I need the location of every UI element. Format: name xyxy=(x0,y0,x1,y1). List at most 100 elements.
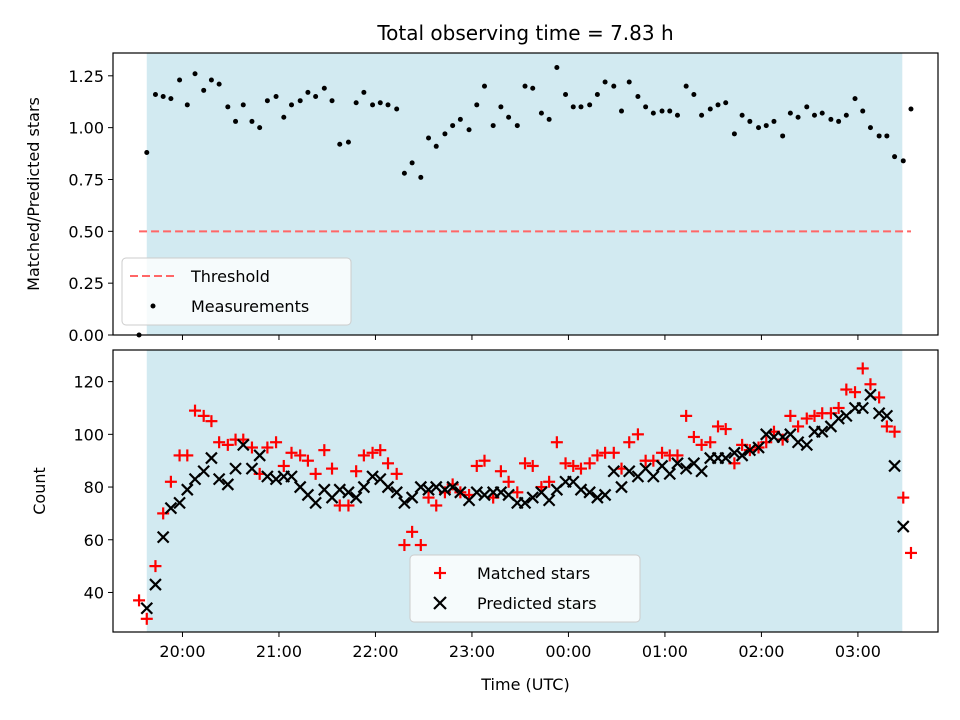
measurement-point xyxy=(144,150,150,156)
bottom-y-tick-label: 40 xyxy=(84,583,104,602)
measurement-point xyxy=(867,125,873,131)
bottom-panel: 40 60 80 100 120 20:00 21:00 22:00 23:00 00:00 01… xyxy=(30,349,939,694)
predicted-star-marker xyxy=(357,480,371,494)
predicted-star-marker xyxy=(864,388,877,402)
bottom-legend: Matched stars Predicted stars xyxy=(409,554,641,623)
predicted-star-marker xyxy=(719,451,732,465)
predicted-star-marker xyxy=(438,483,452,496)
measurement-point xyxy=(747,118,753,124)
measurement-point xyxy=(683,83,689,89)
matched-star-marker xyxy=(318,444,331,457)
matched-star-marker xyxy=(864,378,877,391)
predicted-star-marker xyxy=(422,483,435,496)
measurement-point xyxy=(723,100,729,106)
top-y-tick-label: 1.25 xyxy=(68,67,104,86)
measurement-point xyxy=(345,139,351,145)
matched-star-marker xyxy=(904,546,917,559)
predicted-star-marker xyxy=(197,464,210,478)
measurement-point xyxy=(201,87,207,93)
matched-star-marker xyxy=(559,457,572,470)
matched-star-marker xyxy=(309,467,322,480)
measurement-point xyxy=(426,135,432,141)
bottom-y-tick-label: 100 xyxy=(73,425,104,444)
predicted-legend-label: Predicted stars xyxy=(477,594,597,613)
predicted-star-marker xyxy=(349,491,363,504)
predicted-star-marker xyxy=(342,486,355,499)
matched-star-marker xyxy=(382,457,394,470)
measurement-point xyxy=(667,108,673,114)
measurement-point xyxy=(587,102,593,108)
measurement-point xyxy=(249,118,255,124)
bottom-x-axis-label: Time (UTC) xyxy=(480,675,569,694)
predicted-star-marker xyxy=(269,472,283,486)
measurement-point xyxy=(900,158,906,164)
threshold-legend-label: Threshold xyxy=(190,267,270,286)
measurement-point xyxy=(273,94,279,100)
bottom-y-ticks: 40 60 80 100 120 xyxy=(73,373,113,602)
measurement-point xyxy=(257,125,263,131)
measurement-point xyxy=(771,118,777,124)
matched-star-marker xyxy=(849,386,862,399)
measurement-point xyxy=(353,100,359,106)
bottom-y-tick-label: 60 xyxy=(84,531,104,550)
matched-star-marker xyxy=(543,475,556,488)
matched-star-marker xyxy=(840,383,853,396)
bottom-axes-frame xyxy=(112,349,939,633)
matched-star-marker xyxy=(574,462,587,475)
predicted-star-marker xyxy=(149,578,162,591)
predicted-star-marker xyxy=(647,470,660,483)
predicted-star-marker xyxy=(679,462,693,475)
matched-star-marker xyxy=(526,459,539,472)
matched-star-marker xyxy=(414,539,427,552)
measurement-point xyxy=(650,110,656,116)
predicted-star-marker xyxy=(896,520,910,533)
matched-star-marker xyxy=(784,409,797,422)
predicted-star-marker xyxy=(583,486,596,499)
measurement-point xyxy=(281,114,287,120)
measurement-point xyxy=(168,96,174,102)
measurement-point xyxy=(409,160,415,166)
measurement-point xyxy=(208,77,214,83)
predicted-star-marker xyxy=(261,470,274,483)
matched-star-marker xyxy=(656,446,669,459)
matched-star-marker xyxy=(326,462,339,475)
predicted-star-marker xyxy=(671,457,684,470)
predicted-star-marker xyxy=(526,491,540,504)
matched-star-marker xyxy=(213,436,226,449)
measurement-point xyxy=(884,133,890,139)
measurement-point xyxy=(177,77,183,83)
predicted-star-marker xyxy=(791,435,805,449)
matched-star-marker xyxy=(140,612,153,625)
predicted-star-marker xyxy=(888,459,901,473)
matched-star-marker xyxy=(631,428,644,441)
predicted-star-marker xyxy=(574,483,588,496)
top-axes-frame xyxy=(112,52,939,336)
matched-star-marker xyxy=(342,499,355,512)
bottom-y-axis-label: Count xyxy=(30,467,49,515)
measurement-point xyxy=(184,102,190,108)
measurement-point xyxy=(329,98,335,104)
matched-star-marker xyxy=(197,409,210,422)
measurement-point xyxy=(305,89,311,95)
measurement-point xyxy=(619,108,625,114)
predicted-star-marker xyxy=(800,438,814,452)
predicted-star-marker xyxy=(470,486,484,499)
measurement-point xyxy=(836,118,842,124)
top-y-ticks: 0.00 0.25 0.50 0.75 1.00 1.25 xyxy=(68,67,113,345)
matched-star-marker xyxy=(494,465,507,478)
top-chart-title: Total observing time = 7.83 h xyxy=(376,21,673,45)
top-x-ticks xyxy=(181,335,859,340)
top-panel: 0.00 0.25 0.50 0.75 1.00 1.25 Total observing… xyxy=(24,21,939,345)
predicted-star-marker xyxy=(856,401,870,415)
measurement-point xyxy=(152,91,158,97)
measurement-point xyxy=(361,89,367,95)
top-y-tick-label: 1.00 xyxy=(68,119,104,138)
bottom-x-tick-label: 02:00 xyxy=(738,642,784,661)
matched-star-marker xyxy=(398,539,411,552)
bottom-x-tick-label: 03:00 xyxy=(835,642,881,661)
measurement-point xyxy=(908,106,914,112)
measurement-point xyxy=(635,94,641,100)
top-y-tick-label: 0.00 xyxy=(68,326,104,345)
measurements-legend-label: Measurements xyxy=(191,297,309,316)
matched-star-marker xyxy=(478,454,491,467)
